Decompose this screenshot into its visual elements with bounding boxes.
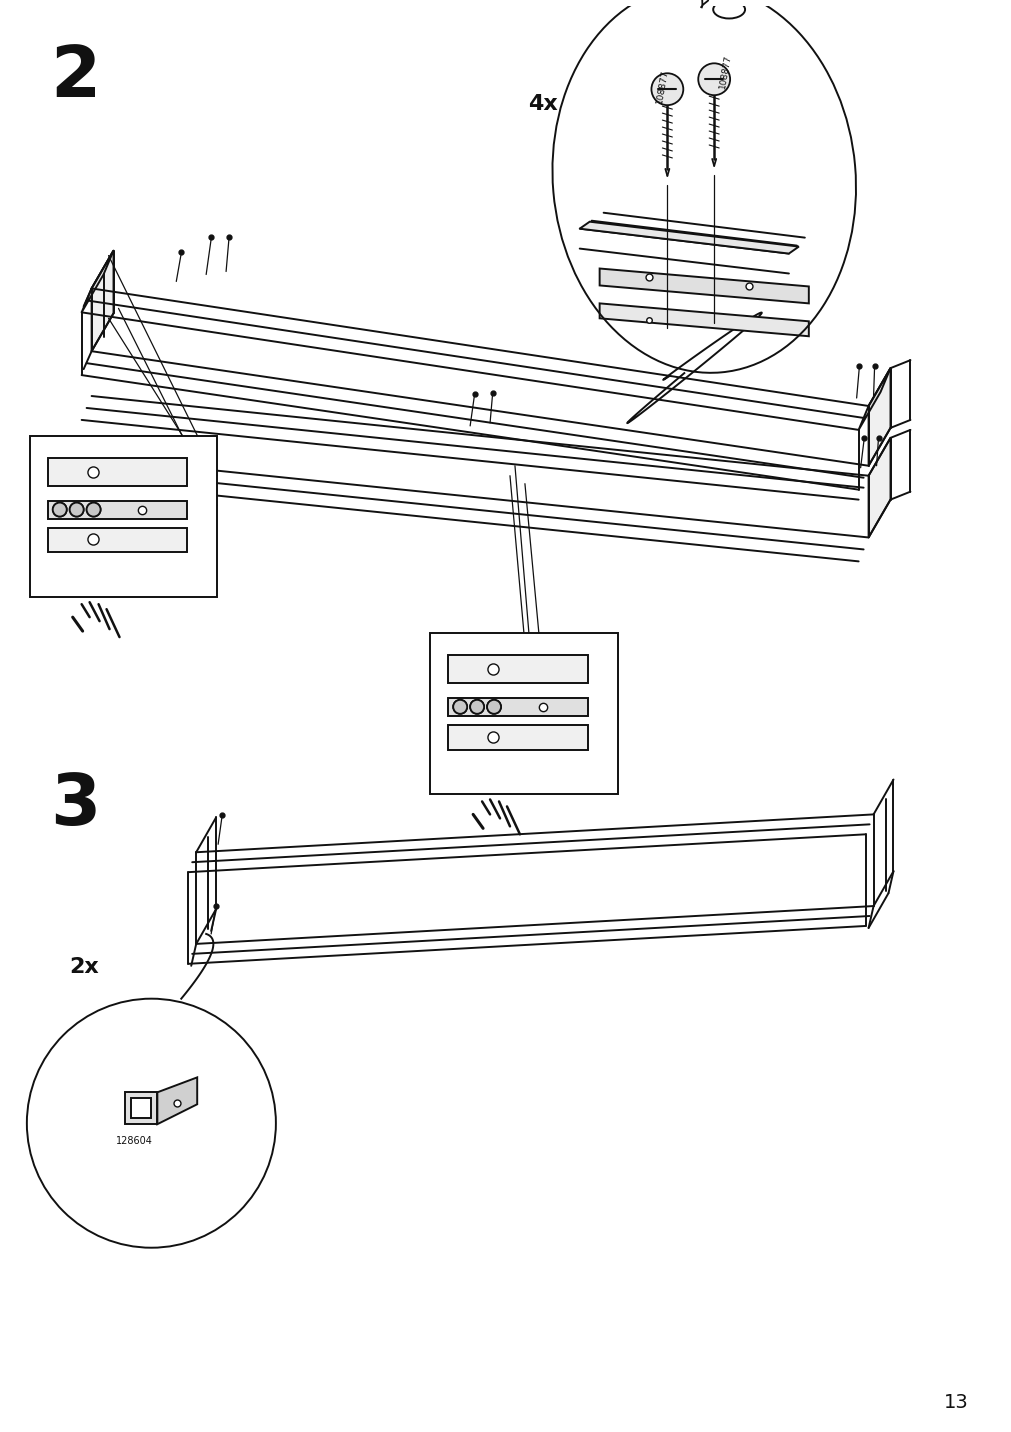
Polygon shape: [867, 368, 890, 465]
Polygon shape: [448, 697, 587, 716]
Circle shape: [651, 73, 682, 105]
Polygon shape: [48, 458, 187, 485]
Polygon shape: [600, 304, 808, 337]
Polygon shape: [579, 222, 798, 253]
Polygon shape: [82, 251, 113, 312]
Circle shape: [470, 700, 483, 713]
Text: 3: 3: [50, 770, 100, 839]
Text: 13: 13: [942, 1393, 968, 1412]
Polygon shape: [48, 501, 187, 518]
Text: 108877: 108877: [718, 53, 732, 89]
Circle shape: [70, 503, 84, 517]
Polygon shape: [448, 725, 587, 749]
Polygon shape: [92, 251, 113, 351]
Circle shape: [87, 503, 100, 517]
Circle shape: [486, 700, 500, 713]
Circle shape: [53, 503, 67, 517]
Polygon shape: [600, 269, 808, 304]
Circle shape: [453, 700, 467, 713]
Polygon shape: [131, 1098, 152, 1118]
Polygon shape: [157, 1077, 197, 1124]
Polygon shape: [867, 438, 890, 537]
Text: 2: 2: [50, 43, 100, 112]
Text: 128604: 128604: [115, 1136, 153, 1146]
Polygon shape: [48, 527, 187, 553]
Polygon shape: [448, 654, 587, 683]
Circle shape: [470, 700, 483, 713]
Polygon shape: [125, 1093, 157, 1124]
Text: 4x: 4x: [528, 95, 557, 115]
Bar: [29, 435, 217, 597]
Text: 108877: 108877: [655, 69, 669, 105]
Polygon shape: [857, 368, 890, 430]
Bar: [430, 633, 617, 795]
Circle shape: [453, 700, 467, 713]
Circle shape: [53, 503, 67, 517]
Circle shape: [486, 700, 500, 713]
Ellipse shape: [713, 0, 744, 19]
Circle shape: [87, 503, 100, 517]
Text: 2x: 2x: [70, 957, 99, 977]
Circle shape: [698, 63, 729, 95]
Circle shape: [70, 503, 84, 517]
